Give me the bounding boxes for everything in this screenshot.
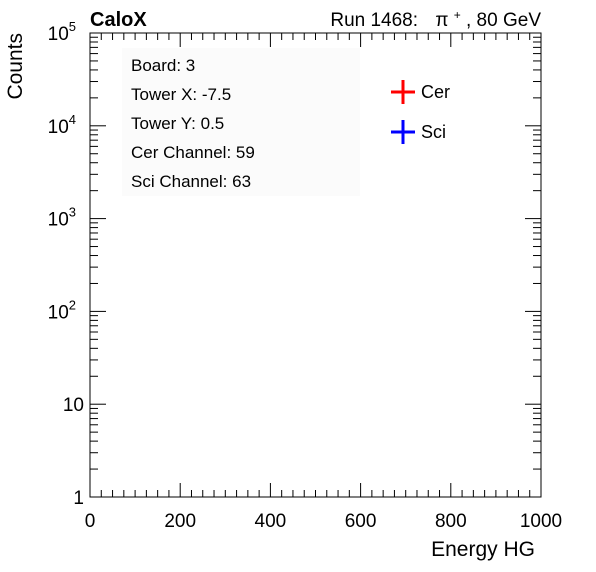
info-tower-y: Tower Y: 0.5 xyxy=(131,114,224,133)
run-label: Run 1468: xyxy=(330,10,418,31)
info-box-background xyxy=(122,48,360,196)
x-tick-label: 1000 xyxy=(520,511,562,532)
y-axis: 1 10 102 103 104 105 xyxy=(48,19,541,509)
info-tower-x: Tower X: -7.5 xyxy=(131,85,231,104)
info-board: Board: 3 xyxy=(131,56,195,75)
y-tick-label: 10 xyxy=(63,395,84,416)
beam-energy: , 80 GeV xyxy=(466,10,541,31)
y-tick-label: 104 xyxy=(48,112,76,138)
info-box: Board: 3 Tower X: -7.5 Tower Y: 0.5 Cer … xyxy=(122,48,360,196)
y-tick-label: 1 xyxy=(73,488,84,509)
y-tick-label: 103 xyxy=(48,205,76,231)
chart-header-right: Run 1468: π + , 80 GeV xyxy=(330,3,541,31)
x-tick-label: 600 xyxy=(345,511,377,532)
legend-label-cer: Cer xyxy=(421,82,450,102)
beam-particle: π xyxy=(435,10,448,31)
x-axis: 0 200 400 600 800 1000 xyxy=(85,33,562,532)
info-sci-channel: Sci Channel: 63 xyxy=(131,172,251,191)
info-cer-channel: Cer Channel: 59 xyxy=(131,143,255,162)
x-tick-label: 800 xyxy=(435,511,467,532)
x-tick-label: 200 xyxy=(164,511,196,532)
y-axis-label: Counts xyxy=(4,33,27,100)
beam-charge: + xyxy=(454,8,461,22)
y-tick-label: 102 xyxy=(48,297,76,323)
y-tick-label: 105 xyxy=(48,19,76,45)
legend-label-sci: Sci xyxy=(421,122,446,142)
legend: Cer Sci xyxy=(391,80,450,144)
x-axis-label: Energy HG xyxy=(431,538,535,561)
chart-header-left: CaloX xyxy=(90,9,147,31)
x-tick-label: 0 xyxy=(85,511,96,532)
x-tick-label: 400 xyxy=(255,511,287,532)
